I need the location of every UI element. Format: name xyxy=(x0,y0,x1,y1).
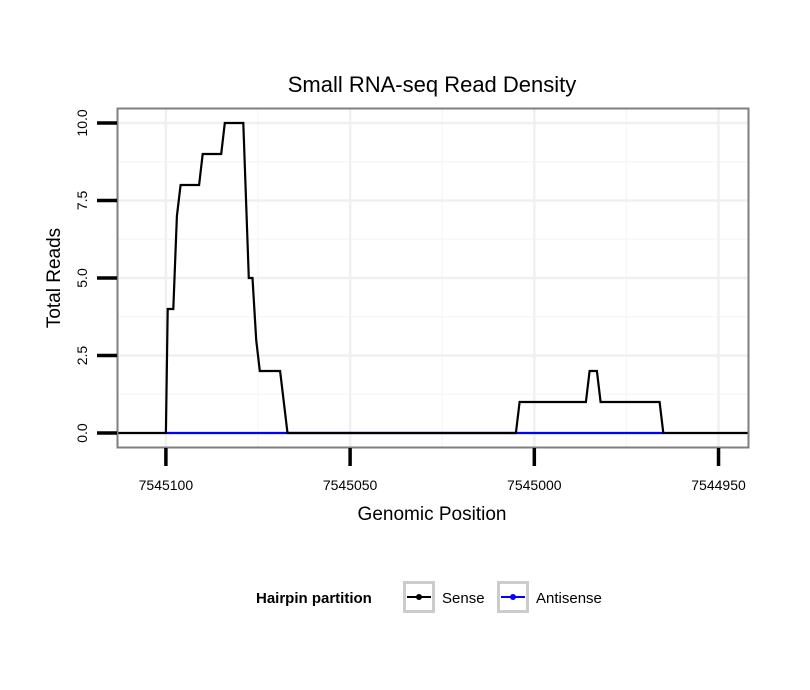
plot-panel-border xyxy=(116,107,750,449)
legend-label-sense: Sense xyxy=(442,590,485,607)
legend: Hairpin partition Sense Antisense xyxy=(256,581,602,613)
series-line-sense xyxy=(118,121,748,435)
legend-point-sense xyxy=(416,594,422,600)
y-tick-label: 5.0 xyxy=(74,268,90,288)
grid-major xyxy=(118,109,748,447)
x-axis-title: Genomic Position xyxy=(358,504,507,525)
legend-key-antisense xyxy=(497,581,529,613)
x-tick-label: 7544950 xyxy=(691,477,746,493)
y-tick-label: 0.0 xyxy=(74,423,90,443)
x-tick-label: 7545000 xyxy=(507,477,562,493)
chart-title: Small RNA-seq Read Density xyxy=(288,72,577,97)
legend-point-antisense xyxy=(510,594,516,600)
legend-key-sense xyxy=(403,581,435,613)
y-axis-title: Total Reads xyxy=(44,228,65,328)
y-tick-label: 2.5 xyxy=(74,346,90,366)
y-tick-label: 10.0 xyxy=(74,109,90,136)
legend-title: Hairpin partition xyxy=(256,590,372,607)
y-tick-label: 7.5 xyxy=(74,191,90,211)
x-tick-label: 7545100 xyxy=(139,477,194,493)
x-tick-label: 7545050 xyxy=(323,477,378,493)
y-axis: 0.0 2.5 5.0 7.5 10.0 xyxy=(74,109,117,443)
series-layer xyxy=(118,121,748,435)
legend-label-antisense: Antisense xyxy=(536,590,602,607)
x-axis: 7545100 7545050 7545000 7544950 xyxy=(139,448,746,493)
